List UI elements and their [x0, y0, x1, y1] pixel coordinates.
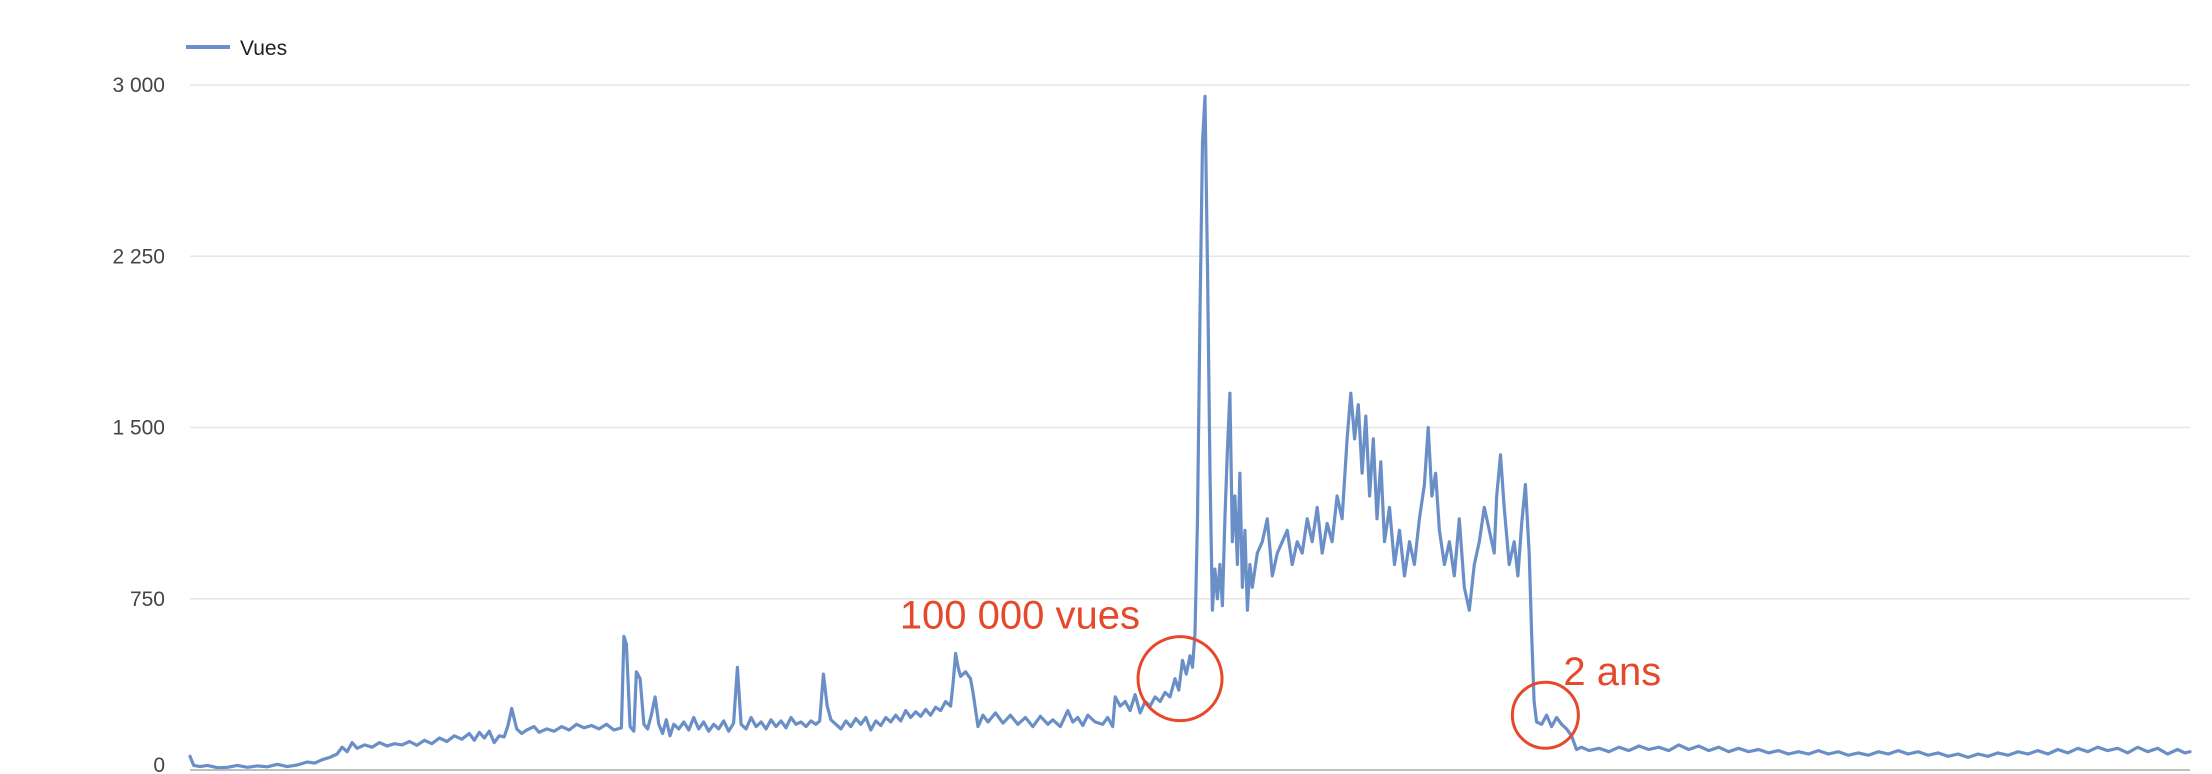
annotation-circle-1: [1136, 635, 1224, 723]
y-tick-label-0: 0: [153, 754, 165, 774]
legend: Vues: [186, 37, 287, 60]
y-tick-label-1500: 1 500: [112, 417, 165, 440]
legend-label-vues: Vues: [240, 37, 287, 60]
series-line-vues: [188, 94, 2192, 770]
gridlines: [190, 84, 2190, 771]
annotation-label-1: 100 000 vues: [900, 594, 1140, 638]
annotation-circle-2: [1510, 680, 1580, 750]
annotation-label-2: 2 ans: [1563, 650, 1661, 694]
annotations: 100 000 vues 2 ans: [900, 594, 1661, 750]
y-axis-tick-labels: 0 750 1 500 2 250 3 000: [112, 74, 165, 774]
y-tick-label-3000: 3 000: [112, 74, 165, 97]
y-tick-label-750: 750: [130, 588, 165, 611]
y-tick-label-2250: 2 250: [112, 245, 165, 268]
